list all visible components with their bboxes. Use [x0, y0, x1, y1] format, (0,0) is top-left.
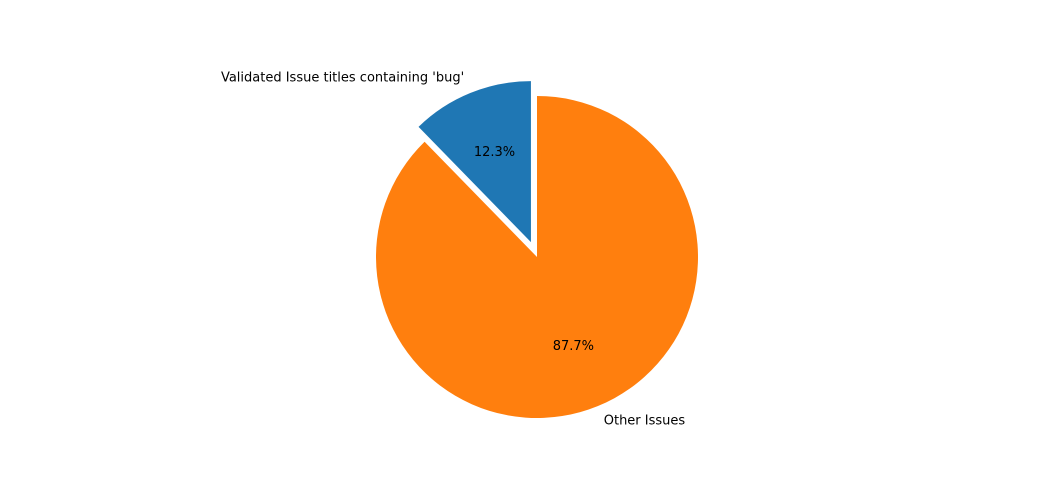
- pie-slice-other-issues: [376, 96, 698, 418]
- pie-percent-label: 87.7%: [553, 339, 594, 354]
- pie-slice-validated-issue-titles-containing-bug: [418, 81, 531, 243]
- pie-category-label: Validated Issue titles containing 'bug': [221, 71, 464, 86]
- pie-labels: 12.3% Validated Issue titles containing '…: [221, 71, 685, 429]
- pie-slices: [376, 81, 698, 418]
- pie-percent-label: 12.3%: [474, 145, 515, 160]
- pie-category-label: Other Issues: [604, 414, 686, 429]
